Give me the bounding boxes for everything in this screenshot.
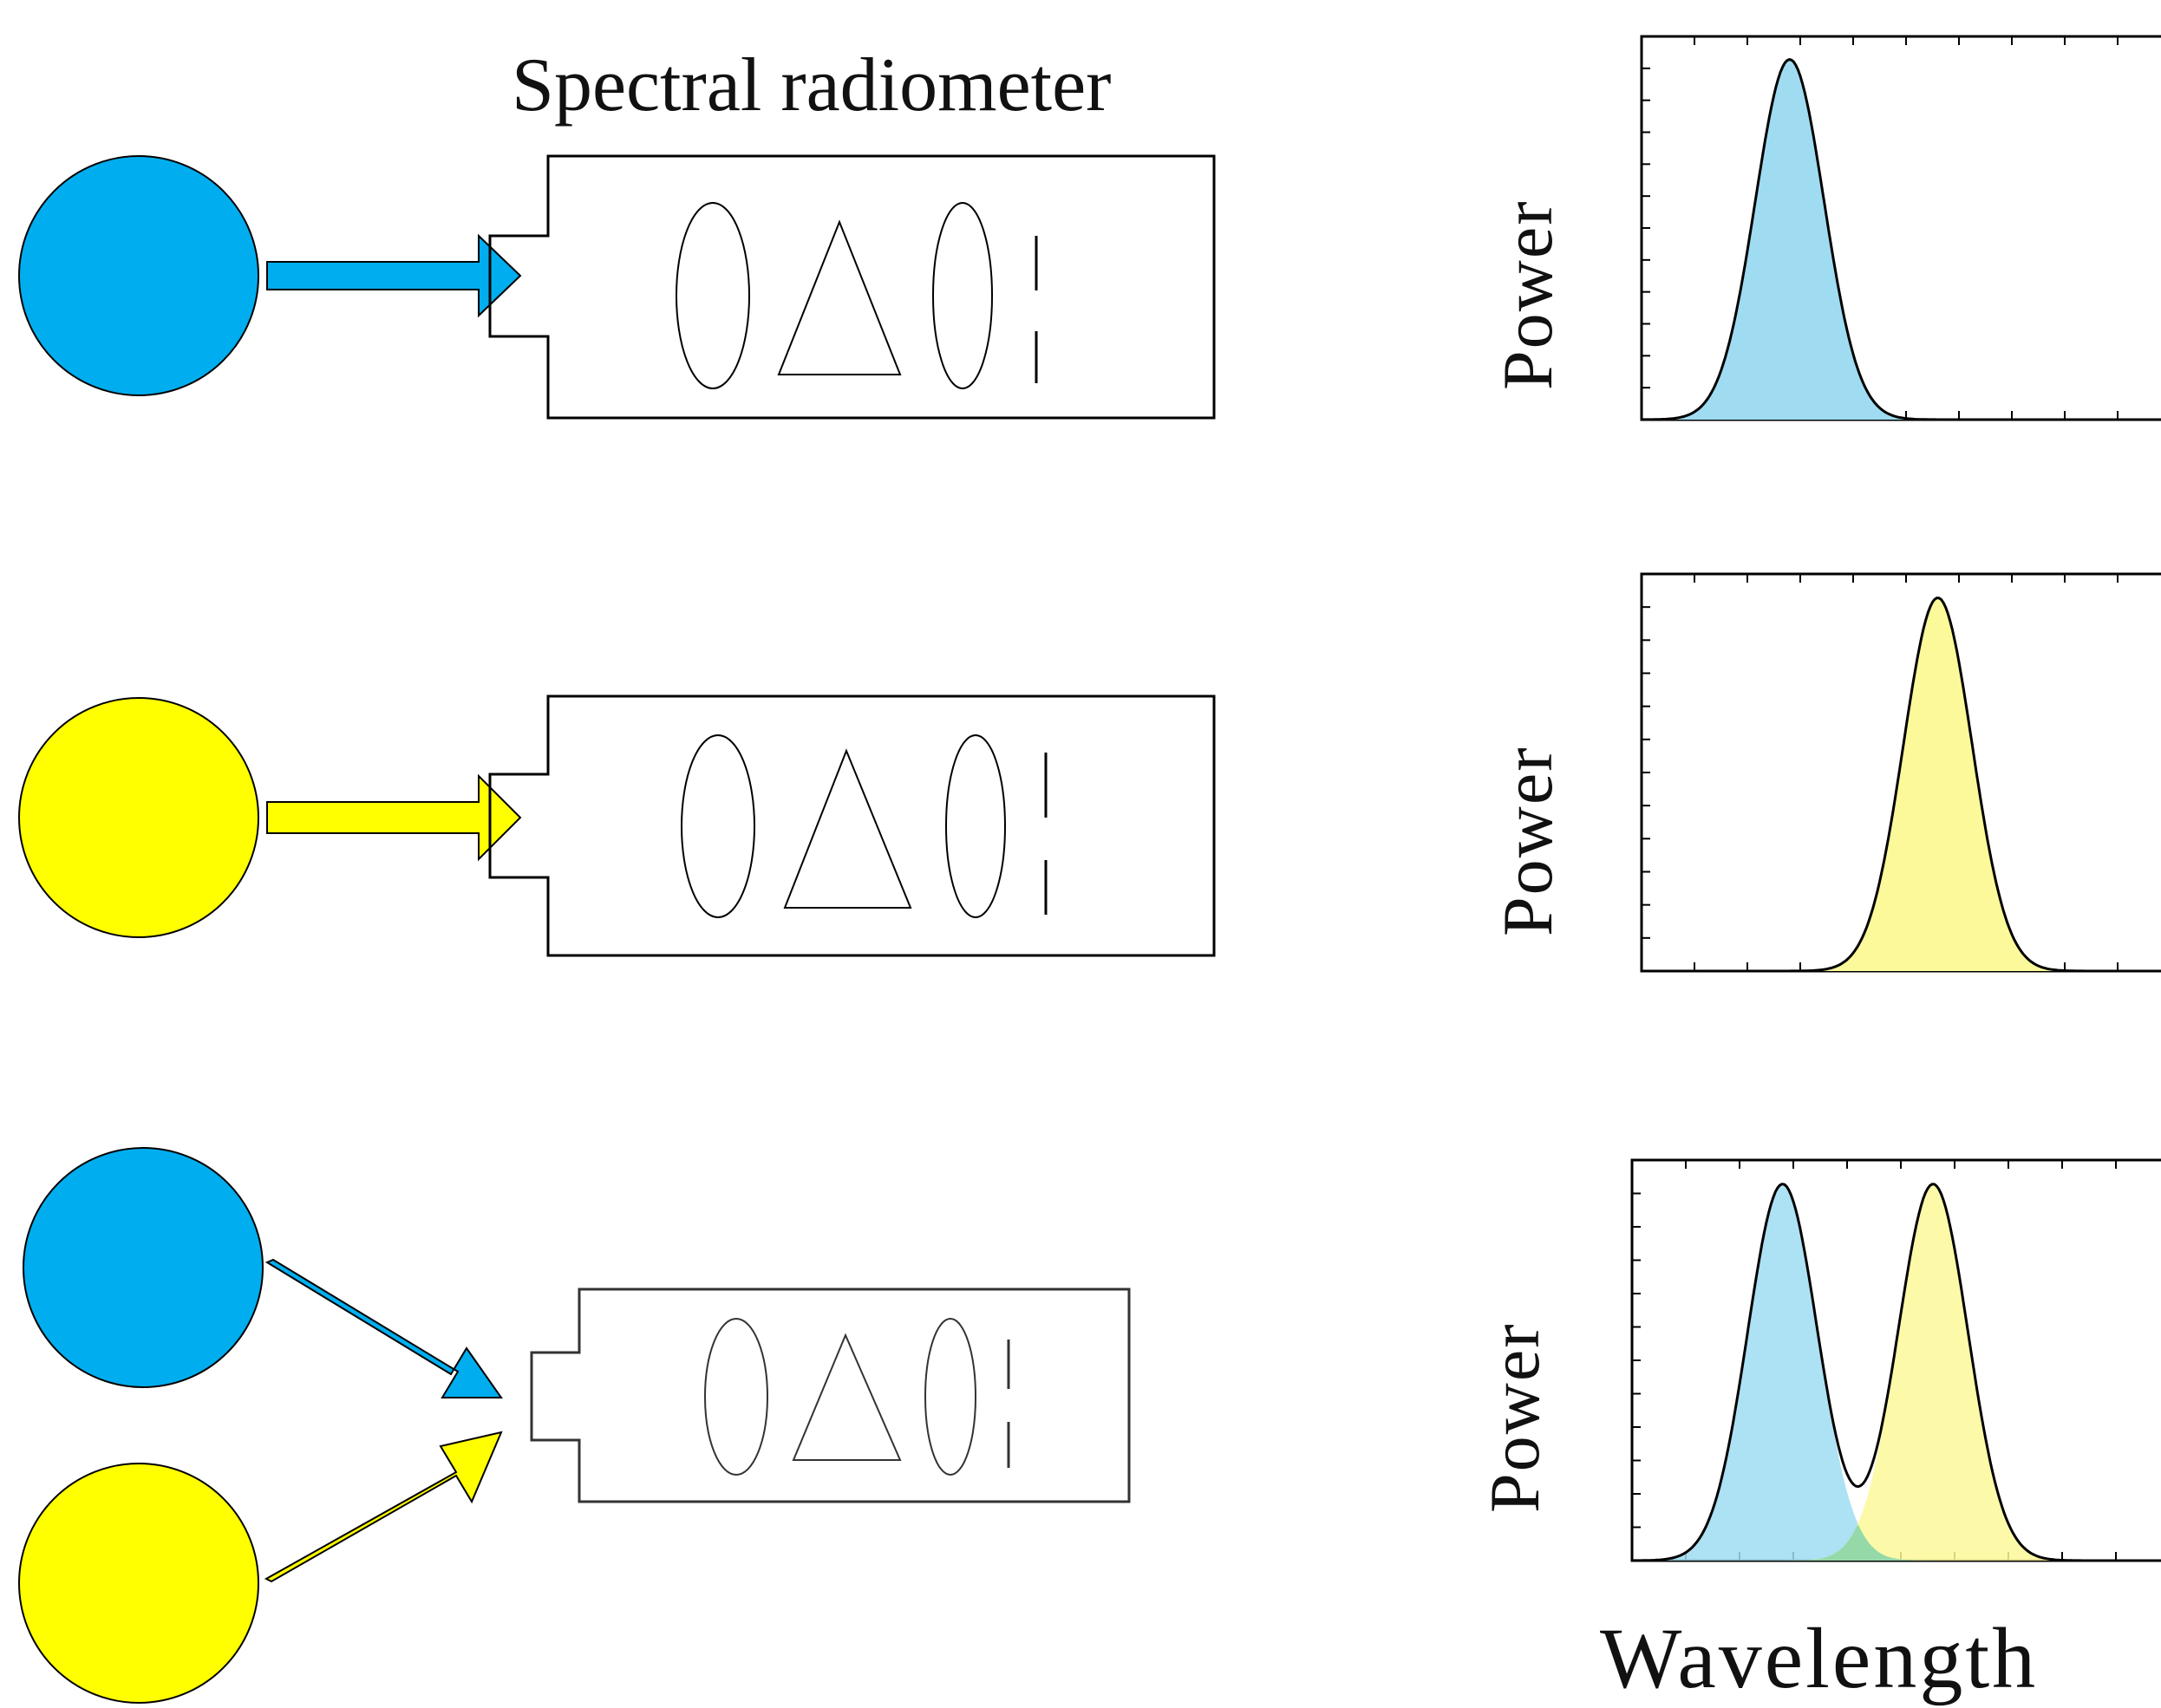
spectrum-curve: [1631, 1183, 2161, 1562]
plot-frame: [1640, 35, 2161, 421]
radiometer-body: [488, 154, 1216, 420]
diagram-title: Spectral radiometer: [512, 43, 1112, 127]
prism: [783, 748, 912, 909]
spectra: [1630, 35, 2161, 1562]
yellow-light-source: [18, 697, 259, 938]
peak-fill: [1642, 597, 2161, 971]
radiometer-body: [530, 1288, 1131, 1503]
plot-1-ylabel: Power: [1488, 199, 1567, 390]
radiometer-3: [530, 1288, 1131, 1503]
lens-back: [945, 734, 1006, 918]
peak-fill: [1632, 1183, 2161, 1561]
blue-arrow: [264, 1258, 503, 1398]
spectrum-curve: [1642, 596, 2161, 973]
yellow-arrow: [264, 1431, 503, 1583]
spectrum-plot-3: [1630, 1158, 2161, 1562]
plot-2-ylabel: Power: [1488, 746, 1567, 936]
spectrum-plot-1: [1640, 35, 2161, 421]
radiometer-1: [488, 154, 1216, 420]
yellow-arrow: [266, 773, 522, 862]
lens-back: [924, 1318, 976, 1476]
peak-fill: [1632, 1183, 2161, 1561]
lens-front: [681, 734, 755, 918]
lens-back: [932, 202, 993, 389]
lens-front: [676, 202, 750, 389]
row-mixed: [18, 1147, 1131, 1704]
blue-arrow: [266, 233, 522, 318]
row-blue: [18, 154, 1216, 420]
prism: [777, 219, 902, 375]
radiometer-body: [488, 694, 1216, 957]
x-axis-label: Wavelength: [1600, 1610, 2039, 1706]
row-yellow: [18, 694, 1216, 957]
radiometer-2: [488, 694, 1216, 957]
peak-fill: [1642, 59, 2161, 420]
lens-front: [704, 1318, 768, 1476]
blue-light-source: [18, 155, 259, 396]
spectrum-plot-2: [1640, 572, 2161, 973]
prism: [792, 1333, 902, 1461]
yellow-light-source: [18, 1463, 259, 1704]
blue-light-source: [23, 1147, 264, 1388]
plot-3-ylabel: Power: [1475, 1322, 1554, 1513]
spectrum-curve: [1641, 58, 2161, 421]
